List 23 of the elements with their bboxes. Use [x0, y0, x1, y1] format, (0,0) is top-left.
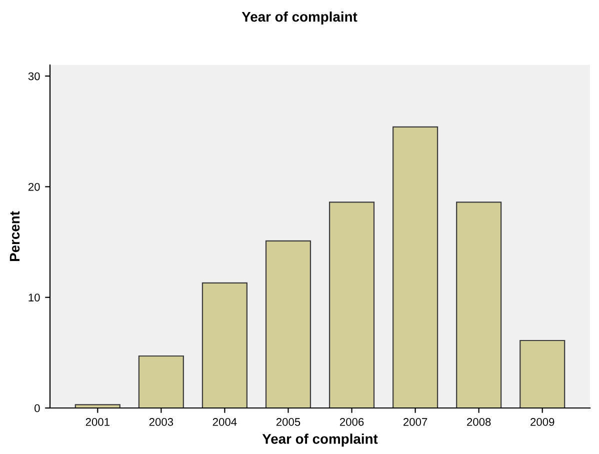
- x-tick-label: 2001: [86, 418, 110, 426]
- x-tick-label: 2008: [467, 418, 491, 426]
- y-tick-label: 30: [28, 72, 40, 80]
- x-tick-label: 2006: [340, 418, 364, 426]
- x-axis-title: Year of complaint: [262, 434, 378, 447]
- x-tick-label: 2003: [149, 418, 174, 426]
- bar: [74, 404, 120, 408]
- y-tick-label: 10: [28, 294, 40, 302]
- bar: [328, 202, 375, 408]
- bar: [456, 202, 502, 408]
- y-axis-title: Percent: [10, 211, 20, 262]
- x-tick-label: 2004: [212, 418, 237, 426]
- bar: [265, 240, 312, 408]
- x-tick-label: 2005: [276, 418, 300, 426]
- y-tick-label: 20: [28, 182, 40, 191]
- bar: [392, 126, 438, 408]
- bar: [520, 340, 566, 408]
- bar: [138, 355, 184, 408]
- x-tick-label: 2007: [403, 418, 428, 426]
- x-tick-label: 2009: [530, 418, 554, 426]
- bar: [202, 282, 248, 408]
- chart-title: Year of complaint: [242, 12, 358, 24]
- y-tick-label: 0: [34, 404, 40, 412]
